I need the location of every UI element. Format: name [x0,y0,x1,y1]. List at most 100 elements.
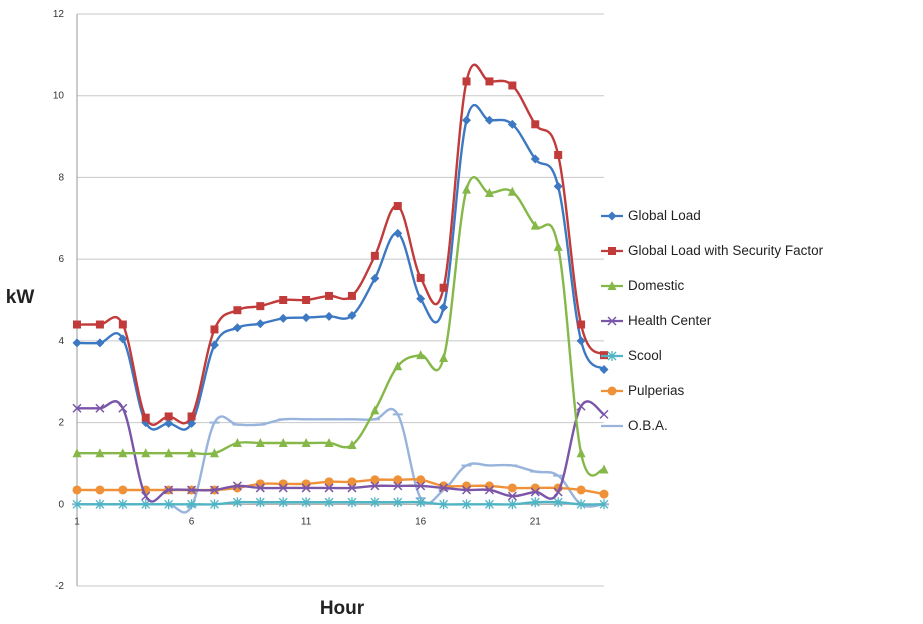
x-tick-label: 16 [415,516,427,527]
legend-swatch [601,246,623,255]
data-point [210,499,219,510]
data-point [187,499,197,510]
data-point [508,81,517,90]
data-point [302,296,311,304]
legend-label: O.B.A. [628,418,668,433]
x-tick-label: 1 [74,516,80,527]
data-point [576,401,586,411]
data-point [301,483,311,493]
legend-swatch [601,386,623,395]
data-point [439,283,448,292]
data-point [72,338,82,348]
data-point [416,350,426,360]
data-point [209,485,220,495]
data-point [301,497,311,508]
data-point [255,497,265,508]
data-point [370,273,380,283]
data-point [72,485,82,495]
x-tick-label: 21 [530,516,542,527]
legend-label: Health Center [628,313,712,328]
data-point [576,499,586,510]
data-point [599,489,609,499]
data-point [599,464,609,474]
data-point [484,115,494,125]
data-point [278,497,288,508]
data-point [347,440,357,450]
data-point [255,319,265,329]
legend-swatch-marker [607,315,617,326]
data-point [462,184,472,194]
data-point [553,241,563,251]
data-point [164,448,174,458]
data-point [553,487,563,497]
data-point [393,475,403,485]
data-point [141,499,151,510]
data-point [72,499,82,510]
data-point [279,296,288,304]
data-point [95,485,105,495]
data-point [118,485,128,495]
y-tick-label: 2 [58,418,64,429]
data-point [484,485,494,495]
data-point [278,483,288,493]
legend-label: Domestic [628,278,685,293]
data-point [210,325,219,334]
data-point [278,438,288,447]
legend-label: Global Load with Security Factor [628,243,824,258]
data-point [278,313,288,323]
x-tick-labels: 1 6 11 16 21 [74,516,541,527]
data-point [599,499,609,510]
series-line [76,103,605,431]
data-point [393,481,403,491]
series-line [76,478,605,496]
data-point [347,477,357,487]
legend-swatch-marker [607,386,617,395]
data-point [95,403,105,413]
y-tick-label: 0 [58,499,64,510]
data-point [553,181,563,191]
horizontal-gridlines [77,13,604,587]
data-point [599,409,609,419]
data-point [255,438,265,447]
data-point [95,499,105,510]
data-point [209,340,219,350]
y-tick-label: 4 [58,336,64,347]
data-point [393,497,403,508]
series-line [76,500,605,506]
data-point [347,311,357,321]
data-point [187,485,197,495]
data-point [256,302,265,311]
data-point [439,302,449,312]
legend-swatch-marker [608,246,616,255]
y-tick-labels: -2 0 2 4 6 8 10 12 [53,9,65,592]
data-point [324,497,334,508]
legend-item: Global Load [600,198,823,233]
data-point [530,154,540,164]
data-point [95,448,105,458]
data-point [576,448,586,458]
data-point [141,491,151,501]
data-point [370,405,380,415]
legend-swatch [601,211,623,220]
data-point [164,412,173,421]
data-point [141,413,150,422]
data-point [301,313,311,323]
legend-label: Global Load [628,208,701,223]
data-point [393,228,403,238]
data-point [416,497,426,508]
legend-item: Health Center [600,303,823,338]
data-point [599,364,609,374]
data-point [72,448,82,458]
data-point [461,485,472,495]
x-tick-label: 11 [301,516,312,527]
data-point [118,334,128,344]
x-axis-title: Hour [320,598,365,619]
data-point [416,273,425,282]
data-point [73,320,81,329]
data-point [462,499,471,510]
data-point [325,291,334,300]
data-point [233,306,242,315]
data-point [118,448,128,458]
data-point [416,475,426,485]
y-tick-label: 12 [53,9,65,20]
